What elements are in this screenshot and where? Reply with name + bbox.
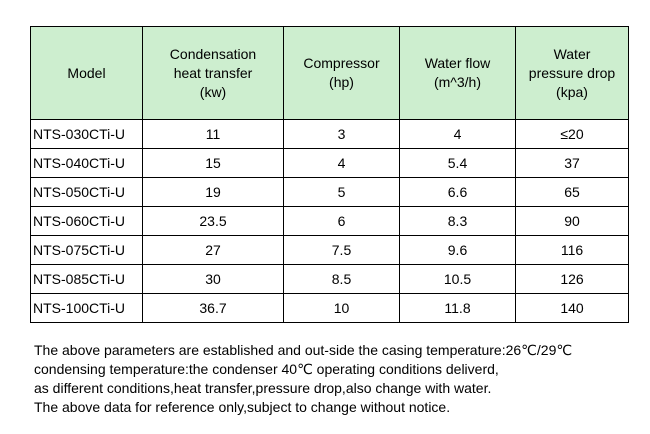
spec-table: Model Condensation heat transfer (kw) Co… xyxy=(30,26,629,323)
notes-block: The above parameters are established and… xyxy=(34,341,644,417)
water-flow-cell: 8.3 xyxy=(399,206,516,236)
water-flow-cell: 5.4 xyxy=(399,148,516,178)
pressure-drop-cell: 116 xyxy=(515,235,629,265)
header-compressor: Compressor (hp) xyxy=(283,26,400,120)
water-flow-cell: 9.6 xyxy=(399,235,516,265)
model-cell: NTS-050CTi-U xyxy=(30,177,143,207)
header-line: pressure drop xyxy=(528,64,616,81)
model-cell: NTS-075CTi-U xyxy=(30,235,143,265)
heat-transfer-cell: 30 xyxy=(142,264,284,294)
pressure-drop-cell: 90 xyxy=(515,206,629,236)
header-line: Condensation xyxy=(169,45,257,62)
heat-transfer-cell: 36.7 xyxy=(142,293,284,323)
header-line: Model xyxy=(67,64,106,81)
pressure-drop-cell: 37 xyxy=(515,148,629,178)
pressure-drop-cell: 65 xyxy=(515,177,629,207)
header-line: Water xyxy=(553,45,591,62)
model-cell: NTS-040CTi-U xyxy=(30,148,143,178)
pressure-drop-cell: 126 xyxy=(515,264,629,294)
table-row: NTS-100CTi-U 36.7 10 11.8 140 xyxy=(30,293,629,323)
heat-transfer-cell: 19 xyxy=(142,177,284,207)
header-line: (kw) xyxy=(199,83,227,100)
model-cell: NTS-030CTi-U xyxy=(30,119,143,149)
table-row: NTS-075CTi-U 27 7.5 9.6 116 xyxy=(30,235,629,265)
water-flow-cell: 10.5 xyxy=(399,264,516,294)
header-heat-transfer: Condensation heat transfer (kw) xyxy=(142,26,284,120)
note-line: condensing temperature:the condenser 40℃… xyxy=(34,361,499,377)
table-row: NTS-085CTi-U 30 8.5 10.5 126 xyxy=(30,264,629,294)
header-water-flow: Water flow (m^3/h) xyxy=(399,26,516,120)
header-line: (kpa) xyxy=(556,83,588,100)
note-line: The above parameters are established and… xyxy=(34,342,573,358)
heat-transfer-cell: 23.5 xyxy=(142,206,284,236)
note-line: The above data for reference only,subjec… xyxy=(34,399,451,415)
table-header-row: Model Condensation heat transfer (kw) Co… xyxy=(30,26,629,120)
table-row: NTS-060CTi-U 23.5 6 8.3 90 xyxy=(30,206,629,236)
compressor-cell: 4 xyxy=(283,148,400,178)
water-flow-cell: 4 xyxy=(399,119,516,149)
header-line: heat transfer xyxy=(173,64,253,81)
table-row: NTS-030CTi-U 11 3 4 ≤20 xyxy=(30,119,629,149)
model-cell: NTS-100CTi-U xyxy=(30,293,143,323)
table-row: NTS-050CTi-U 19 5 6.6 65 xyxy=(30,177,629,207)
header-line: Water flow xyxy=(424,55,491,71)
water-flow-cell: 6.6 xyxy=(399,177,516,207)
note-line: as different conditions,heat transfer,pr… xyxy=(34,380,492,396)
header-pressure-drop: Water pressure drop (kpa) xyxy=(515,26,629,120)
header-line: (m^3/h) xyxy=(433,74,482,90)
model-cell: NTS-060CTi-U xyxy=(30,206,143,236)
pressure-drop-cell: ≤20 xyxy=(515,119,629,149)
header-line: (hp) xyxy=(329,74,354,90)
compressor-cell: 3 xyxy=(283,119,400,149)
compressor-cell: 10 xyxy=(283,293,400,323)
heat-transfer-cell: 11 xyxy=(142,119,284,149)
compressor-cell: 6 xyxy=(283,206,400,236)
compressor-cell: 7.5 xyxy=(283,235,400,265)
header-line: Compressor xyxy=(303,55,380,71)
water-flow-cell: 11.8 xyxy=(399,293,516,323)
pressure-drop-cell: 140 xyxy=(515,293,629,323)
heat-transfer-cell: 15 xyxy=(142,148,284,178)
table-row: NTS-040CTi-U 15 4 5.4 37 xyxy=(30,148,629,178)
header-model: Model xyxy=(30,26,143,120)
compressor-cell: 5 xyxy=(283,177,400,207)
heat-transfer-cell: 27 xyxy=(142,235,284,265)
model-cell: NTS-085CTi-U xyxy=(30,264,143,294)
compressor-cell: 8.5 xyxy=(283,264,400,294)
